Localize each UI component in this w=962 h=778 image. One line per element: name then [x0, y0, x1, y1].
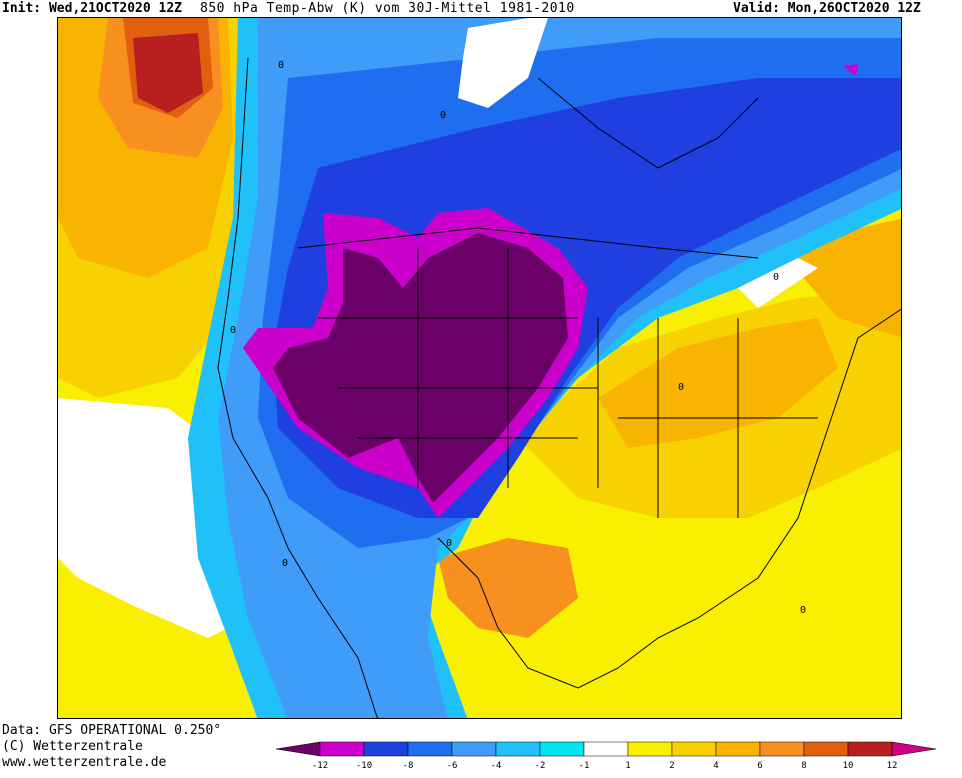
- colorbar-swatch: [803, 741, 849, 757]
- contour-label: 0: [446, 538, 452, 549]
- colorbar-tick-label: -4: [491, 761, 502, 771]
- colorbar-swatch: [715, 741, 761, 757]
- colorbar-tick-label: -1: [579, 761, 590, 771]
- colorbar-tick-label: 6: [757, 761, 762, 771]
- init-time-label: Init: Wed,21OCT2020 12Z: [2, 1, 183, 16]
- pacific-very-hot: [133, 33, 203, 113]
- valid-time-label: Valid: Mon,26OCT2020 12Z: [733, 1, 921, 16]
- neutral-patch-north: [458, 18, 548, 108]
- colorbar-tick-label: -12: [312, 761, 328, 771]
- website-label: www.wetterzentrale.de: [2, 755, 167, 770]
- colorbar-swatch: [671, 741, 717, 757]
- colorbar-swatch: [847, 741, 893, 757]
- colorbar-swatch: [407, 741, 453, 757]
- colorbar-swatch: [319, 741, 365, 757]
- contour-label: 0: [278, 60, 284, 71]
- colorbar-swatch: [539, 741, 585, 757]
- contour-label: 0: [282, 558, 288, 569]
- colorbar-swatch: [627, 741, 673, 757]
- colorbar-tick-label: 10: [843, 761, 854, 771]
- contour-label: 0: [773, 272, 779, 283]
- colorbar-swatch: [363, 741, 409, 757]
- copyright-label: (C) Wetterzentrale: [2, 739, 143, 754]
- magenta-spot-ne: [843, 64, 858, 76]
- contour-label: 0: [440, 110, 446, 121]
- colorbar-swatch: [759, 741, 805, 757]
- colorbar-swatch: [891, 741, 937, 757]
- colorbar-swatch: [275, 741, 321, 757]
- colorbar-tick-label: 2: [669, 761, 674, 771]
- colorbar-tick-label: -8: [403, 761, 414, 771]
- map-title: 850 hPa Temp-Abw (K) vom 30J-Mittel 1981…: [200, 1, 575, 16]
- colorbar-tick-label: -6: [447, 761, 458, 771]
- colorbar-tick-label: 8: [801, 761, 806, 771]
- cold-core-zone: [273, 233, 568, 503]
- coastline-outlines: [217, 57, 901, 718]
- colorbar-tick-label: 1: [625, 761, 630, 771]
- colorbar-swatch: [495, 741, 541, 757]
- contour-label: 0: [678, 382, 684, 393]
- colorbar-swatch: [583, 741, 629, 757]
- contour-label: 0: [230, 325, 236, 336]
- gulf-hot-orange: [438, 538, 578, 638]
- colorbar-tick-label: -10: [356, 761, 372, 771]
- colorbar-tick-label: 12: [887, 761, 898, 771]
- neutral-patch-east: [738, 258, 818, 308]
- temperature-anomaly-map: 0 0 0 0 0 0 0 0: [57, 17, 902, 719]
- colorbar-tick-label: 4: [713, 761, 718, 771]
- contour-label: 0: [800, 605, 806, 616]
- data-source-label: Data: GFS OPERATIONAL 0.250°: [2, 723, 222, 738]
- colorbar-swatch: [451, 741, 497, 757]
- colorbar-tick-label: -2: [535, 761, 546, 771]
- color-legend-bar: -12 -10 -8 -6 -4 -2 -1 1 2 4 6 8 10 12: [256, 740, 956, 774]
